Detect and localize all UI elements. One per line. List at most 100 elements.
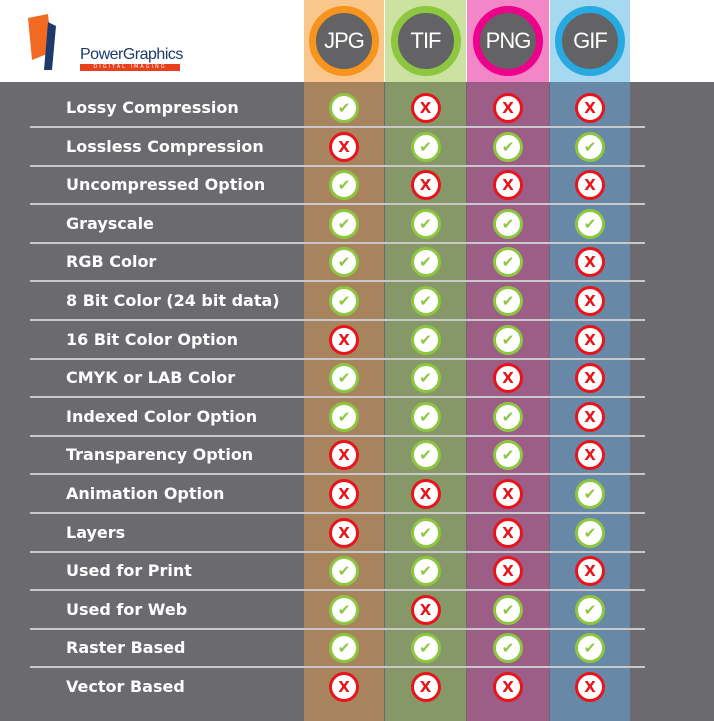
x-icon: X — [575, 363, 605, 394]
x-icon: X — [575, 93, 605, 123]
format-badge: TIF — [390, 6, 461, 76]
check-icon: ✔ — [329, 401, 359, 432]
table-row: CMYK or LAB Color ✔ ✔ X X — [0, 359, 714, 397]
table-row: Animation Option X X X ✔ — [0, 475, 714, 513]
check-icon: ✔ — [493, 440, 523, 471]
table-row: Indexed Color Option ✔ ✔ ✔ X — [0, 398, 714, 436]
table-row: Transparency Option X ✔ ✔ X — [0, 436, 714, 474]
row-divider — [30, 319, 645, 321]
logo-name: PowerGraphics — [80, 46, 183, 63]
feature-label: Vector Based — [66, 677, 185, 696]
row-divider — [30, 550, 645, 553]
x-icon: X — [493, 672, 523, 702]
feature-label: 8 Bit Color (24 bit data) — [66, 291, 280, 310]
row-divider — [30, 512, 645, 514]
feature-label: Used for Print — [66, 561, 192, 581]
check-icon: ✔ — [329, 556, 359, 587]
x-icon: X — [575, 556, 605, 587]
check-icon: ✔ — [493, 633, 523, 664]
table-row: 16 Bit Color Option X ✔ ✔ X — [0, 321, 714, 359]
logo-figure-icon — [28, 14, 56, 70]
check-icon: ✔ — [329, 247, 359, 278]
check-icon: ✔ — [493, 401, 523, 432]
format-badge: JPG — [309, 6, 379, 76]
row-divider — [30, 357, 645, 360]
check-icon: ✔ — [410, 131, 441, 162]
row-divider — [30, 434, 645, 437]
check-icon: ✔ — [410, 363, 441, 394]
feature-label: Used for Web — [66, 599, 188, 619]
check-icon: ✔ — [410, 633, 441, 664]
x-icon: X — [575, 286, 605, 316]
format-label: PNG — [485, 28, 532, 53]
x-icon: X — [410, 170, 441, 201]
feature-label: Layers — [66, 522, 126, 542]
x-icon: X — [410, 672, 441, 702]
check-icon: ✔ — [329, 633, 359, 664]
check-icon: ✔ — [575, 633, 605, 664]
x-icon: X — [493, 517, 523, 548]
check-icon: ✔ — [575, 594, 605, 625]
x-icon: X — [410, 93, 441, 123]
feature-label: RGB Color — [66, 252, 157, 272]
format-badge: PNG — [473, 6, 543, 76]
feature-label: Animation Option — [66, 484, 225, 503]
check-icon: ✔ — [410, 324, 441, 355]
row-divider — [30, 164, 645, 167]
x-icon: X — [410, 594, 441, 625]
check-icon: ✔ — [493, 208, 523, 239]
x-icon: X — [575, 170, 605, 201]
feature-label: Lossless Compression — [66, 136, 264, 156]
table-row: Used for Print ✔ ✔ X X — [0, 552, 714, 590]
table-row: Uncompressed Option ✔ X X X — [0, 166, 714, 204]
check-icon: ✔ — [410, 517, 441, 548]
feature-label: 16 Bit Color Option — [66, 329, 238, 349]
x-icon: X — [329, 440, 359, 471]
row-divider — [30, 241, 645, 244]
table-row: Lossless Compression X ✔ ✔ ✔ — [0, 128, 714, 166]
format-label: JPG — [324, 28, 365, 53]
check-icon: ✔ — [493, 247, 523, 278]
x-icon: X — [329, 131, 359, 162]
table-row: Used for Web ✔ X ✔ ✔ — [0, 591, 714, 629]
row-divider — [30, 473, 645, 476]
feature-label: Uncompressed Option — [66, 175, 266, 195]
check-icon: ✔ — [329, 594, 359, 625]
feature-label: CMYK or LAB Color — [66, 368, 236, 388]
x-icon: X — [493, 170, 523, 201]
table-row: Raster Based ✔ ✔ ✔ ✔ — [0, 629, 714, 667]
format-label: TIF — [410, 28, 442, 53]
check-icon: ✔ — [329, 286, 359, 316]
check-icon: ✔ — [493, 594, 523, 625]
table-row: Lossy Compression ✔ X X X — [0, 89, 714, 127]
check-icon: ✔ — [493, 324, 523, 355]
table-row: Grayscale ✔ ✔ ✔ ✔ — [0, 205, 714, 243]
feature-label: Grayscale — [66, 213, 154, 233]
check-icon: ✔ — [575, 208, 605, 239]
x-icon: X — [410, 479, 441, 509]
check-icon: ✔ — [329, 208, 359, 239]
feature-label: Transparency Option — [66, 445, 254, 465]
format-badge: GIF — [555, 6, 625, 76]
check-icon: ✔ — [410, 208, 441, 239]
x-icon: X — [329, 672, 359, 702]
x-icon: X — [493, 93, 523, 123]
table-row: 8 Bit Color (24 bit data) ✔ ✔ ✔ X — [0, 282, 714, 320]
logo: PowerGraphics DIGITAL IMAGING — [22, 12, 183, 72]
x-icon: X — [329, 517, 359, 548]
check-icon: ✔ — [575, 479, 605, 509]
check-icon: ✔ — [329, 170, 359, 201]
table-row: Layers X ✔ X ✔ — [0, 514, 714, 552]
x-icon: X — [493, 479, 523, 509]
row-divider — [30, 589, 645, 592]
row-divider — [30, 666, 645, 669]
check-icon: ✔ — [329, 363, 359, 394]
check-icon: ✔ — [493, 131, 523, 162]
table-row: Vector Based X X X X — [0, 668, 714, 706]
x-icon: X — [575, 401, 605, 432]
check-icon: ✔ — [410, 286, 441, 316]
row-divider — [30, 280, 645, 283]
feature-label: Lossy Compression — [66, 98, 239, 117]
x-icon: X — [493, 556, 523, 587]
check-icon: ✔ — [493, 286, 523, 316]
